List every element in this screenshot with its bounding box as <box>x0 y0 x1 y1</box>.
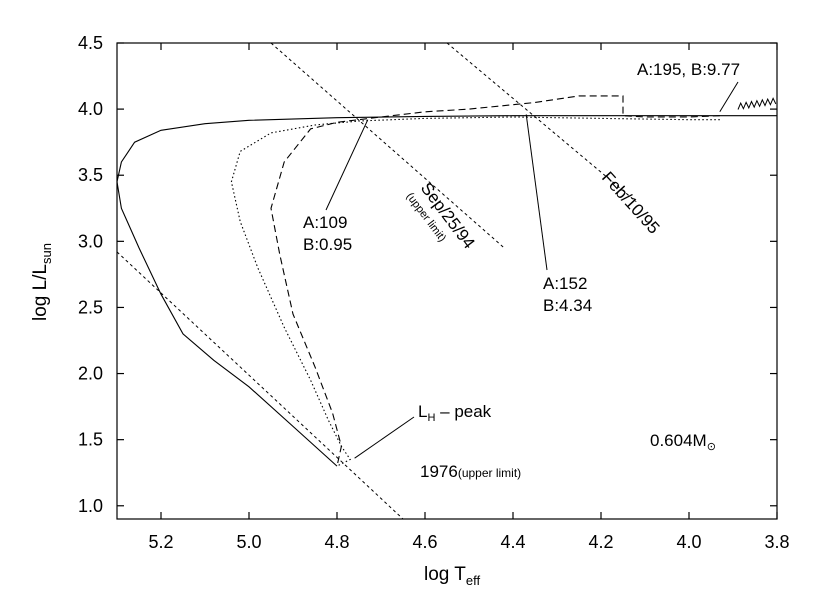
annotation-leader <box>325 119 369 211</box>
series-line <box>270 95 720 467</box>
y-axis-title-main: log L/L <box>30 264 51 321</box>
annotation-leaders <box>325 81 739 459</box>
reference-line <box>270 42 505 249</box>
x-tick-label: 4.0 <box>676 532 701 552</box>
lh-peak-leader <box>354 416 415 459</box>
annotation-a152: A:152 B:4.34 <box>543 274 592 315</box>
x-axis-title-sub: eff <box>466 573 481 588</box>
x-axis-ticks: 5.2 5.0 4.8 4.6 4.4 4.2 4.0 3.8 <box>148 43 790 552</box>
label-1976-main: 1976 <box>420 462 458 481</box>
x-tick-label: 4.2 <box>588 532 613 552</box>
svg-text:log L/Lsun: log L/Lsun <box>30 243 54 321</box>
y-axis-ticks: 1.0 1.5 2.0 2.5 3.0 3.5 4.0 4.5 <box>78 33 777 516</box>
label-lh-peak-main: L <box>418 402 427 421</box>
label-feb-10-95-text: Feb/10/95 <box>598 168 663 238</box>
label-1976: 1976(upper limit) <box>420 462 521 481</box>
y-tick-label: 1.0 <box>78 496 103 516</box>
svg-text:0.604M⊙: 0.604M⊙ <box>650 431 716 453</box>
annotation-a152-line1: A:152 <box>543 274 587 293</box>
series-lines <box>116 95 777 467</box>
series-line <box>230 116 720 467</box>
annotation-a109-line1: A:109 <box>303 213 347 232</box>
label-1976-note: (upper limit) <box>458 466 521 480</box>
annotation-a109-line2: B:0.95 <box>303 235 352 254</box>
x-axis-title-main: log T <box>424 564 466 585</box>
x-tick-label: 4.4 <box>500 532 525 552</box>
reference-line <box>116 251 404 520</box>
label-feb-10-95: Feb/10/95 <box>598 168 663 238</box>
svg-text:1976(upper limit): 1976(upper limit) <box>420 462 521 481</box>
y-axis-title: log L/Lsun <box>30 243 54 321</box>
y-tick-label: 2.5 <box>78 297 103 317</box>
label-mass-symbol: ⊙ <box>707 441 716 453</box>
reference-line <box>446 42 637 203</box>
y-tick-label: 4.0 <box>78 99 103 119</box>
y-tick-label: 2.0 <box>78 364 103 384</box>
svg-text:log Teff: log Teff <box>424 564 481 588</box>
reference-lines <box>116 42 637 520</box>
annotation-leader <box>719 81 739 113</box>
x-tick-label: 5.2 <box>148 532 173 552</box>
y-tick-label: 1.5 <box>78 430 103 450</box>
label-lh-peak-sub: H <box>427 412 435 424</box>
series-line <box>116 115 777 467</box>
x-tick-label: 4.8 <box>324 532 349 552</box>
x-tick-label: 3.8 <box>764 532 789 552</box>
svg-text:LH – peak: LH – peak <box>418 402 492 424</box>
y-tick-label: 3.0 <box>78 231 103 251</box>
annotation-a109: A:109 B:0.95 <box>303 213 352 254</box>
label-sep-25-94: Sep/25/94 (upper limit) <box>404 179 479 252</box>
x-axis-title: log Teff <box>424 564 481 588</box>
label-lh-peak: LH – peak <box>418 402 492 424</box>
y-axis-title-sub: sun <box>39 243 54 264</box>
label-lh-peak-rest: – peak <box>435 402 491 421</box>
x-tick-label: 5.0 <box>236 532 261 552</box>
annotation-a195: A:195, B:9.77 <box>637 60 740 79</box>
annotation-a195-line1: A:195, B:9.77 <box>637 60 740 79</box>
track-wiggle <box>737 97 777 110</box>
annotation-a152-line2: B:4.34 <box>543 296 592 315</box>
x-tick-label: 4.6 <box>412 532 437 552</box>
y-tick-label: 4.5 <box>78 33 103 53</box>
label-mass: 0.604M⊙ <box>650 431 716 453</box>
y-tick-label: 3.5 <box>78 165 103 185</box>
annotation-leader <box>525 114 548 271</box>
label-mass-value: 0.604M <box>650 431 707 450</box>
